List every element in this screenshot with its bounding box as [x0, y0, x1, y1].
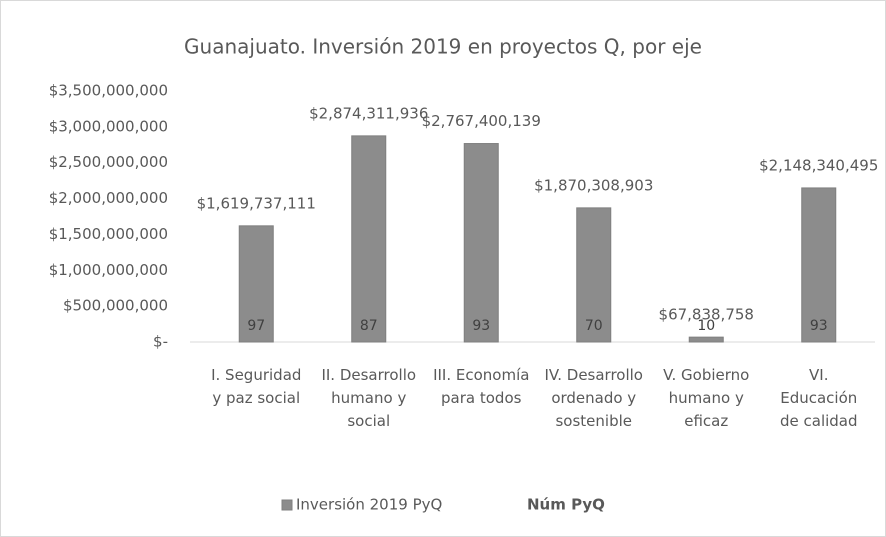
x-tick-label: IV. Desarrollo ordenado y sostenible	[544, 366, 643, 430]
bar	[576, 207, 612, 343]
bar	[688, 336, 724, 343]
value-label: $2,874,311,936	[309, 104, 428, 122]
x-tick-label: I. Seguridad y paz social	[211, 366, 301, 407]
bar	[801, 187, 837, 343]
legend-label: Núm PyQ	[527, 496, 605, 514]
y-tick-label: $2,500,000,000	[49, 153, 168, 171]
legend-swatch	[281, 499, 293, 511]
y-tick-label: $3,000,000,000	[49, 117, 168, 135]
count-label: 10	[697, 318, 715, 334]
value-label: $1,870,308,903	[534, 176, 653, 194]
y-tick-label: $1,000,000,000	[49, 261, 168, 279]
x-tick-label: V. Gobierno humano y eficaz	[663, 366, 749, 430]
x-tick-label: VI. Educación de calidad	[780, 366, 858, 430]
chart-title: Guanajuato. Inversión 2019 en proyectos …	[184, 35, 702, 59]
count-label: 70	[585, 318, 603, 334]
value-label: $1,619,737,111	[197, 194, 316, 212]
count-label: 93	[472, 318, 490, 334]
count-label: 93	[810, 318, 828, 334]
value-label: $2,148,340,495	[759, 156, 878, 174]
count-label: 97	[247, 318, 265, 334]
y-tick-label: $3,500,000,000	[49, 82, 168, 100]
bar	[238, 225, 274, 343]
y-tick-label: $-	[153, 333, 168, 351]
count-label: 87	[360, 318, 378, 334]
x-tick-label: II. Desarrollo humano y social	[321, 366, 416, 430]
value-label: $67,838,758	[659, 306, 754, 324]
y-tick-label: $500,000,000	[63, 297, 168, 315]
bar	[351, 135, 387, 343]
bar	[463, 143, 499, 343]
x-tick-label: III. Economía para todos	[433, 366, 529, 407]
y-tick-label: $2,000,000,000	[49, 189, 168, 207]
legend-label: Inversión 2019 PyQ	[296, 496, 442, 514]
y-tick-label: $1,500,000,000	[49, 225, 168, 243]
value-label: $2,767,400,139	[422, 112, 541, 130]
